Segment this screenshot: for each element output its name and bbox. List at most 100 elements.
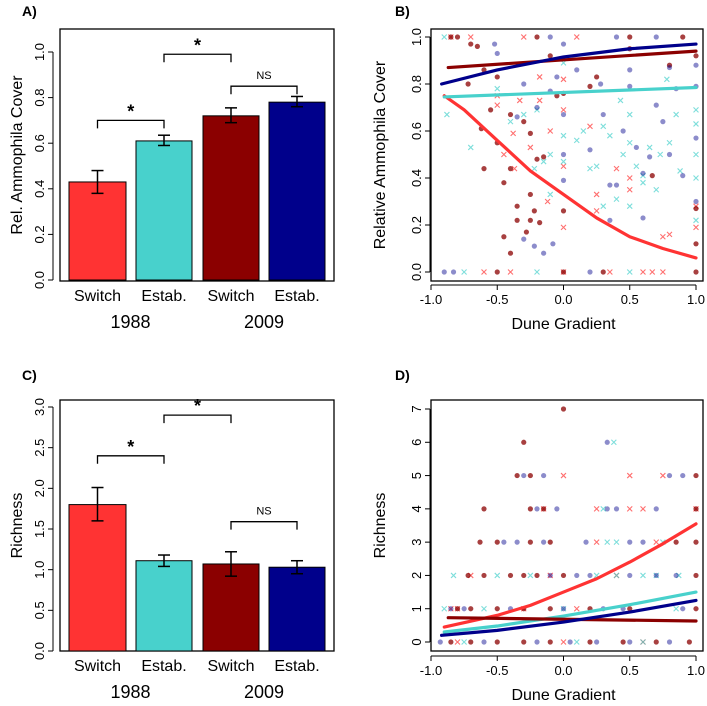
data-point — [653, 639, 659, 645]
data-point — [560, 606, 567, 612]
data-point — [610, 439, 617, 446]
y-tick-label: 0.0 — [32, 642, 47, 660]
data-point — [477, 539, 483, 545]
data-point — [653, 34, 659, 40]
data-point — [574, 572, 580, 579]
data-point — [541, 472, 547, 479]
data-point — [540, 158, 547, 165]
data-point — [567, 639, 573, 645]
data-point — [693, 606, 699, 612]
data-point — [521, 472, 527, 479]
data-point — [536, 97, 543, 104]
data-point — [560, 572, 567, 579]
data-point — [510, 130, 517, 137]
y-tick-label: 0.0 — [409, 263, 424, 281]
data-point — [468, 606, 474, 612]
data-point — [693, 205, 699, 212]
data-point — [686, 639, 692, 645]
category-label: Estab. — [274, 288, 319, 305]
data-point — [507, 250, 514, 256]
data-point — [600, 203, 607, 210]
data-point — [521, 572, 527, 579]
data-point — [573, 605, 580, 612]
fit-line — [440, 598, 698, 637]
data-point — [626, 186, 633, 193]
data-point — [547, 639, 553, 645]
data-point — [633, 144, 639, 151]
data-point — [560, 639, 567, 645]
data-point — [666, 64, 673, 71]
significance-bracket — [163, 414, 232, 424]
data-point — [583, 539, 589, 545]
bar — [268, 101, 326, 281]
data-point — [587, 639, 593, 645]
data-point — [653, 572, 659, 579]
category-label: Estab. — [141, 658, 186, 675]
data-point — [573, 639, 580, 645]
data-point — [461, 639, 468, 645]
x-tick-label: -0.5 — [486, 663, 508, 678]
data-point — [626, 269, 633, 275]
data-point — [494, 85, 501, 92]
group-label: 1988 — [110, 682, 150, 702]
data-point — [613, 165, 620, 172]
data-point — [494, 102, 501, 109]
data-point — [626, 472, 633, 479]
data-point — [541, 539, 547, 545]
data-point — [465, 572, 471, 579]
data-point — [481, 506, 487, 512]
data-point — [531, 165, 538, 172]
data-point — [531, 208, 537, 214]
data-point — [627, 639, 633, 645]
y-tick-label: 5 — [409, 472, 424, 479]
data-point — [547, 53, 553, 59]
data-point — [680, 472, 686, 479]
data-point — [580, 128, 587, 134]
data-point — [541, 154, 547, 160]
data-point — [693, 539, 699, 545]
data-point — [600, 269, 606, 275]
significance-bracket — [96, 455, 165, 464]
data-point — [494, 572, 501, 579]
data-point — [560, 208, 567, 214]
data-point — [693, 572, 699, 579]
data-point — [604, 539, 611, 546]
data-point — [594, 74, 600, 80]
data-point — [640, 170, 646, 176]
data-point — [693, 121, 699, 127]
y-tick-label: 0.6 — [32, 134, 47, 152]
data-point — [677, 168, 683, 174]
data-point — [593, 163, 600, 170]
data-point — [534, 572, 540, 579]
data-point — [534, 156, 540, 162]
y-tick-label: 2.0 — [32, 479, 47, 497]
data-point — [649, 173, 655, 179]
bar — [135, 560, 193, 652]
data-point — [520, 111, 527, 118]
y-tick-label: 3.0 — [32, 398, 47, 416]
significance-label: * — [127, 437, 134, 457]
significance-bracket — [96, 119, 165, 129]
data-point — [560, 177, 567, 183]
data-point — [653, 572, 660, 579]
data-point — [693, 135, 699, 141]
data-point — [514, 217, 520, 223]
plot-box — [59, 399, 335, 652]
data-point — [560, 132, 567, 139]
data-point — [547, 572, 553, 579]
data-point — [607, 217, 613, 223]
data-point — [673, 572, 679, 579]
y-tick-label: 1.0 — [32, 43, 47, 61]
data-point — [467, 144, 474, 151]
data-point — [560, 269, 567, 275]
data-point — [461, 606, 467, 612]
data-point — [640, 179, 646, 186]
data-point — [444, 111, 450, 118]
data-point — [520, 34, 527, 40]
data-point — [481, 166, 487, 172]
x-tick-label: 1.0 — [687, 292, 705, 307]
data-point — [516, 97, 523, 104]
fit-line — [442, 94, 698, 260]
data-point — [673, 539, 679, 545]
data-point — [613, 34, 620, 40]
